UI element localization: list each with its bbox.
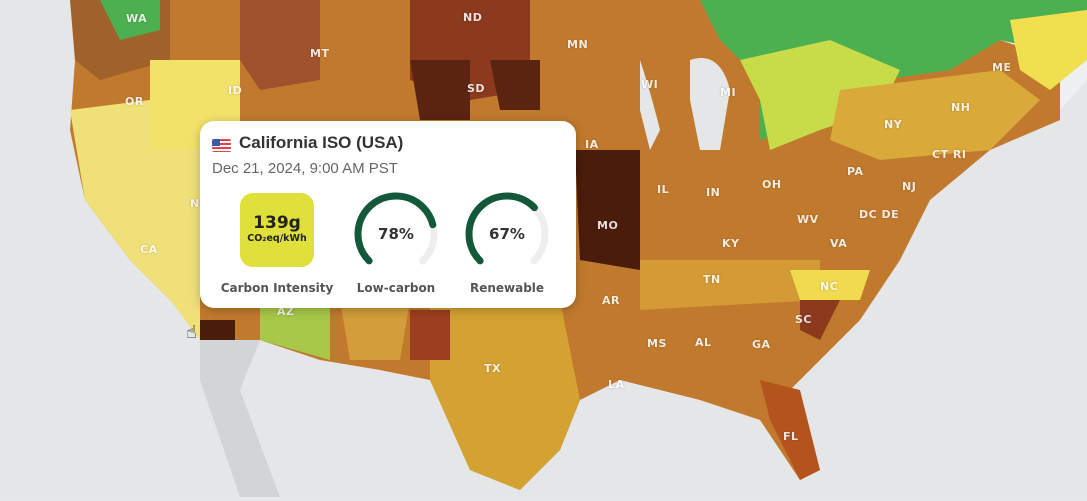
- state-label: WV: [797, 213, 819, 226]
- state-label: AR: [602, 294, 620, 307]
- state-label: GA: [752, 338, 771, 351]
- state-label: MI: [720, 86, 737, 99]
- state-label: NJ: [902, 180, 917, 193]
- hand-cursor-icon: ☝: [186, 322, 197, 343]
- renewable-gauge: 67%: [464, 191, 550, 277]
- state-label: MS: [647, 337, 667, 350]
- state-label: MO: [597, 219, 619, 232]
- state-label: IA: [585, 138, 599, 151]
- state-label: NC: [820, 280, 839, 293]
- state-label: SC: [795, 313, 812, 326]
- state-label: WA: [126, 12, 148, 25]
- carbon-intensity-badge: 139g CO₂eq/kWh: [240, 193, 314, 267]
- low-carbon-label: Low-carbon: [356, 281, 436, 295]
- zone-name: California ISO (USA): [239, 133, 404, 152]
- state-label: LA: [608, 378, 625, 391]
- state-label: SD: [467, 82, 486, 95]
- state-label: OH: [762, 178, 782, 191]
- state-label: ND: [463, 11, 483, 24]
- state-label: CT RI: [932, 148, 967, 161]
- state-label: N: [190, 197, 200, 210]
- state-label: MT: [310, 47, 330, 60]
- carbon-intensity-unit: CO₂eq/kWh: [247, 233, 307, 244]
- state-label: FL: [783, 430, 799, 443]
- carbon-intensity-label: Carbon Intensity: [220, 281, 334, 295]
- state-label: WI: [641, 78, 659, 91]
- state-label: NY: [884, 118, 903, 131]
- renewable-gauge-ring: [465, 192, 549, 276]
- state-label: OR: [125, 95, 144, 108]
- state-label: PA: [847, 165, 864, 178]
- low-carbon-gauge: 78%: [353, 191, 439, 277]
- state-label: TX: [484, 362, 501, 375]
- state-label: TN: [703, 273, 721, 286]
- state-label: MN: [567, 38, 589, 51]
- low-carbon-gauge-ring: [354, 192, 438, 276]
- carbon-intensity-value: 139g: [253, 213, 301, 233]
- state-label: AZ: [277, 305, 295, 318]
- low-carbon-value: 78%: [378, 225, 414, 243]
- state-label: DC DE: [859, 208, 900, 221]
- state-label: AL: [695, 336, 712, 349]
- state-label: IL: [657, 183, 670, 196]
- renewable-value: 67%: [489, 225, 525, 243]
- state-label: IN: [706, 186, 721, 199]
- state-label: VA: [830, 237, 848, 250]
- zone-tooltip: California ISO (USA) Dec 21, 2024, 9:00 …: [200, 121, 576, 308]
- us-flag-icon: [212, 139, 231, 152]
- state-label: NH: [951, 101, 971, 114]
- state-label: ME: [992, 61, 1012, 74]
- state-label: CA: [140, 243, 158, 256]
- zone-datetime: Dec 21, 2024, 9:00 AM PST: [212, 160, 398, 177]
- state-label: ID: [228, 84, 243, 97]
- state-label: KY: [722, 237, 740, 250]
- renewable-label: Renewable: [469, 281, 545, 295]
